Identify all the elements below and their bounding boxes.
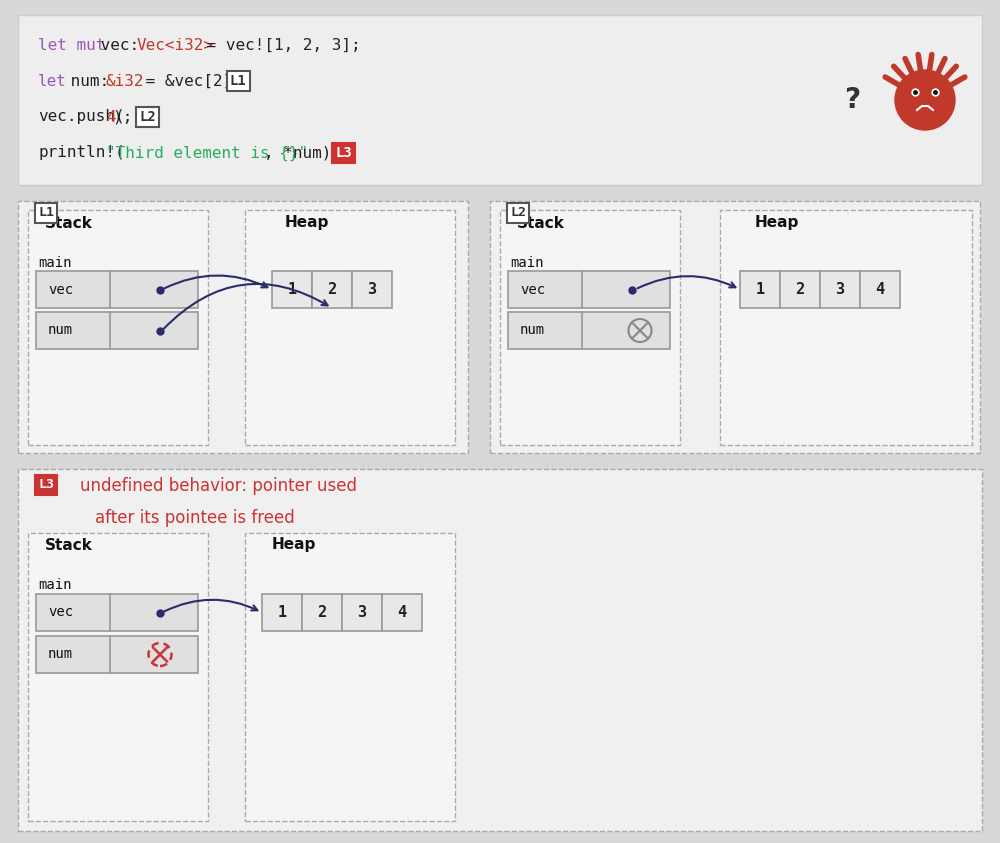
Bar xyxy=(342,594,382,631)
Text: let mut: let mut xyxy=(38,37,105,52)
Text: 1: 1 xyxy=(755,282,765,297)
Text: num: num xyxy=(520,324,545,337)
Text: after its pointee is freed: after its pointee is freed xyxy=(95,509,295,527)
Bar xyxy=(36,594,198,631)
Text: undefined behavior: pointer used: undefined behavior: pointer used xyxy=(80,477,357,495)
Text: 3: 3 xyxy=(357,605,367,620)
Text: L2: L2 xyxy=(510,207,526,219)
Text: 3: 3 xyxy=(367,282,377,297)
Bar xyxy=(28,210,208,445)
Bar xyxy=(352,271,392,308)
Bar xyxy=(302,594,342,631)
Bar xyxy=(312,271,352,308)
Bar xyxy=(490,201,980,453)
Text: vec:: vec: xyxy=(91,37,149,52)
Bar xyxy=(36,636,198,673)
Bar xyxy=(820,271,860,308)
Text: Heap: Heap xyxy=(285,216,329,230)
Text: main: main xyxy=(510,256,544,270)
Bar xyxy=(28,533,208,821)
Text: L1: L1 xyxy=(230,74,246,88)
Text: 2: 2 xyxy=(327,282,337,297)
Bar xyxy=(780,271,820,308)
Text: vec: vec xyxy=(520,282,545,297)
Bar xyxy=(382,594,422,631)
Text: Stack: Stack xyxy=(45,216,93,230)
Text: Heap: Heap xyxy=(755,216,799,230)
Text: L3: L3 xyxy=(38,479,54,491)
Bar xyxy=(18,469,982,831)
Text: 1: 1 xyxy=(277,605,287,620)
Circle shape xyxy=(895,70,955,130)
Text: ?: ? xyxy=(844,86,860,114)
Text: main: main xyxy=(38,256,72,270)
Text: num: num xyxy=(48,647,73,662)
Bar xyxy=(508,312,670,349)
Text: , *num);: , *num); xyxy=(264,146,351,160)
Text: Heap: Heap xyxy=(272,538,316,552)
Text: 4: 4 xyxy=(397,605,407,620)
Text: 4: 4 xyxy=(106,110,116,125)
Text: Stack: Stack xyxy=(45,538,93,552)
Text: L3: L3 xyxy=(335,146,352,160)
Text: "Third element is {}": "Third element is {}" xyxy=(106,145,308,161)
Text: = vec![1, 2, 3];: = vec![1, 2, 3]; xyxy=(197,37,360,52)
Text: 1: 1 xyxy=(287,282,297,297)
Text: vec: vec xyxy=(48,605,73,620)
Text: L1: L1 xyxy=(38,207,54,219)
Bar xyxy=(245,210,455,445)
Bar xyxy=(720,210,972,445)
Text: &i32: &i32 xyxy=(106,73,144,89)
Text: 3: 3 xyxy=(835,282,845,297)
Text: vec: vec xyxy=(48,282,73,297)
Text: Vec<i32>: Vec<i32> xyxy=(136,37,213,52)
Text: 2: 2 xyxy=(317,605,327,620)
Text: L2: L2 xyxy=(139,110,156,124)
Bar xyxy=(245,533,455,821)
Text: );: ); xyxy=(113,110,142,125)
Bar xyxy=(262,594,302,631)
Text: = &vec[2];: = &vec[2]; xyxy=(136,73,252,89)
Bar xyxy=(36,312,198,349)
Text: 2: 2 xyxy=(795,282,805,297)
Text: let: let xyxy=(38,73,67,89)
Bar xyxy=(500,210,680,445)
Text: 4: 4 xyxy=(875,282,885,297)
Text: num:: num: xyxy=(61,73,118,89)
Bar xyxy=(860,271,900,308)
Text: println!(: println!( xyxy=(38,146,125,160)
Bar xyxy=(272,271,312,308)
Text: num: num xyxy=(48,324,73,337)
Bar xyxy=(740,271,780,308)
Bar xyxy=(36,271,198,308)
Text: vec.push(: vec.push( xyxy=(38,110,125,125)
Bar xyxy=(508,271,670,308)
Text: Stack: Stack xyxy=(517,216,565,230)
Bar xyxy=(18,15,982,185)
Bar xyxy=(18,201,468,453)
Text: main: main xyxy=(38,578,72,592)
